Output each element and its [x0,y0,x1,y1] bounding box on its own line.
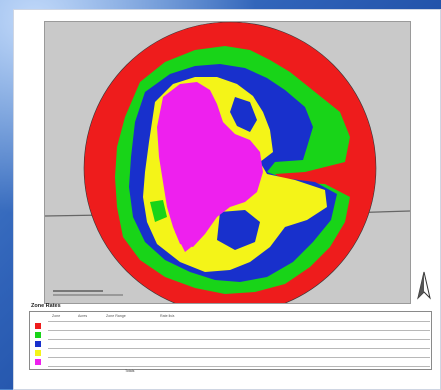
zone-blue-island [230,97,257,132]
table-header-row: Zone Acres Zone Range Rate lb/a [48,313,430,322]
zone-legend: Zone Rates Zone Acres Zone Range Rate lb… [29,303,432,379]
table-row [48,322,430,331]
zone-swatch-yellow [35,350,41,356]
column-header: Zone [52,314,61,318]
zone-magenta-island [175,227,195,252]
zone-map-canvas [45,22,410,303]
north-arrow-icon [417,271,431,300]
zone-swatch-green [35,332,41,338]
table-row [48,358,430,367]
zone-map [44,21,411,304]
table-row [48,340,430,349]
zone-rates-table: Zone Acres Zone Range Rate lb/a Totals [29,311,432,373]
map-sheet: Zone Rates Zone Acres Zone Range Rate lb… [13,9,441,390]
table-row [48,349,430,358]
column-header: Acres [78,314,88,318]
zone-blue-island [217,210,260,250]
zone-swatch-blue [35,341,41,347]
zone-green-island [150,200,167,222]
table-row [48,331,430,340]
legend-title: Zone Rates [31,303,61,309]
column-header: Zone Range [106,314,126,318]
column-header: Rate lb/a [160,314,175,318]
totals-label: Totals [125,369,135,373]
zone-magenta [157,82,263,247]
zone-swatch-magenta [35,359,41,365]
zone-swatch-red [35,323,41,329]
